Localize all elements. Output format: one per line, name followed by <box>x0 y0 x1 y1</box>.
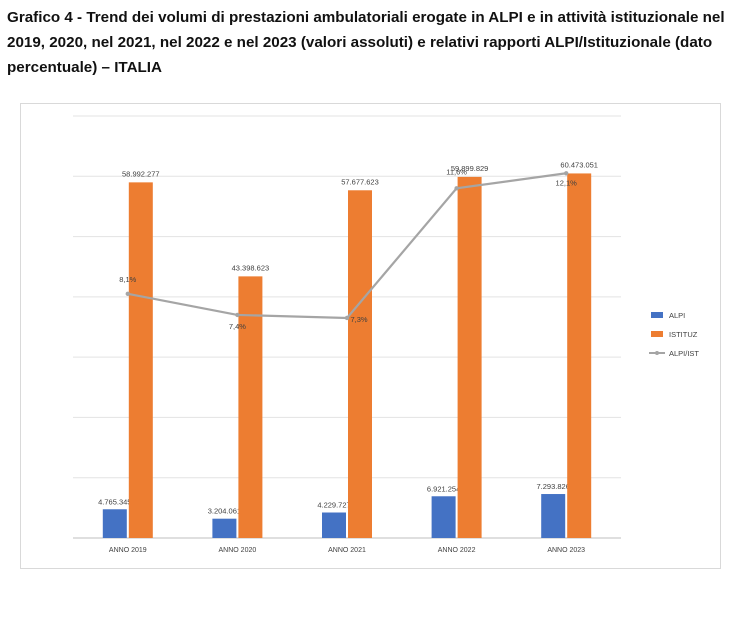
data-label-istituz: 43.398.623 <box>232 263 270 272</box>
x-tick-label: ANNO 2022 <box>438 547 476 554</box>
data-label-alpi: 3.204.061 <box>208 507 241 516</box>
legend-marker-ratio <box>655 351 659 355</box>
line-point <box>564 171 569 176</box>
bar-istituz <box>567 173 592 538</box>
data-label-alpi: 6.921.254 <box>427 484 460 493</box>
bar-alpi <box>102 509 127 538</box>
bar-istituz <box>457 176 482 539</box>
legend-swatch-alpi <box>651 312 663 318</box>
bar-alpi <box>212 518 237 538</box>
data-label-istituz: 58.992.277 <box>122 169 160 178</box>
bar-istituz <box>238 276 263 538</box>
line-point <box>344 315 350 321</box>
x-tick-label: ANNO 2021 <box>328 547 366 554</box>
chart-area: 4.765.345 58.992.277 ANNO 2019 3.204.061 43.… <box>20 103 721 569</box>
line-point <box>235 312 240 318</box>
bar-istituz <box>128 182 153 538</box>
data-label-ratio: 7,3% <box>350 315 367 324</box>
line-point <box>454 186 459 191</box>
data-label-alpi: 4.229.727 <box>317 501 350 510</box>
chart-title: Grafico 4 - Trend dei volumi di prestazi… <box>7 9 725 76</box>
data-label-alpi: 4.765.345 <box>98 497 131 506</box>
data-label-istituz: 57.677.623 <box>341 177 379 186</box>
data-label-istituz: 59.899.829 <box>451 164 489 173</box>
chart-svg: 4.765.345 58.992.277 ANNO 2019 3.204.061 43.… <box>73 115 699 554</box>
bar-alpi <box>322 512 346 538</box>
bar-alpi <box>541 494 566 538</box>
legend-label-istituz: ISTITUZ <box>669 330 698 339</box>
x-tick-label: ANNO 2023 <box>547 547 585 554</box>
data-label-ratio: 8,1% <box>119 275 136 284</box>
data-label-ratio: 11,6% <box>446 167 467 176</box>
line-point <box>125 291 130 297</box>
legend-label-alpi: ALPI <box>669 311 685 320</box>
x-tick-label: ANNO 2020 <box>219 547 257 554</box>
bar-alpi <box>431 496 456 538</box>
data-label-alpi: 7.293.826 <box>537 482 570 491</box>
data-label-ratio: 12,1% <box>556 178 578 187</box>
legend-label-ratio: ALPI/IST <box>669 349 699 358</box>
x-tick-label: ANNO 2019 <box>109 547 147 554</box>
data-label-ratio: 7,4% <box>229 322 246 331</box>
legend-swatch-istituz <box>651 331 663 337</box>
bar-istituz <box>348 190 372 539</box>
data-label-istituz: 60.473.051 <box>560 160 598 169</box>
series-line-alpi-ist <box>127 172 567 320</box>
